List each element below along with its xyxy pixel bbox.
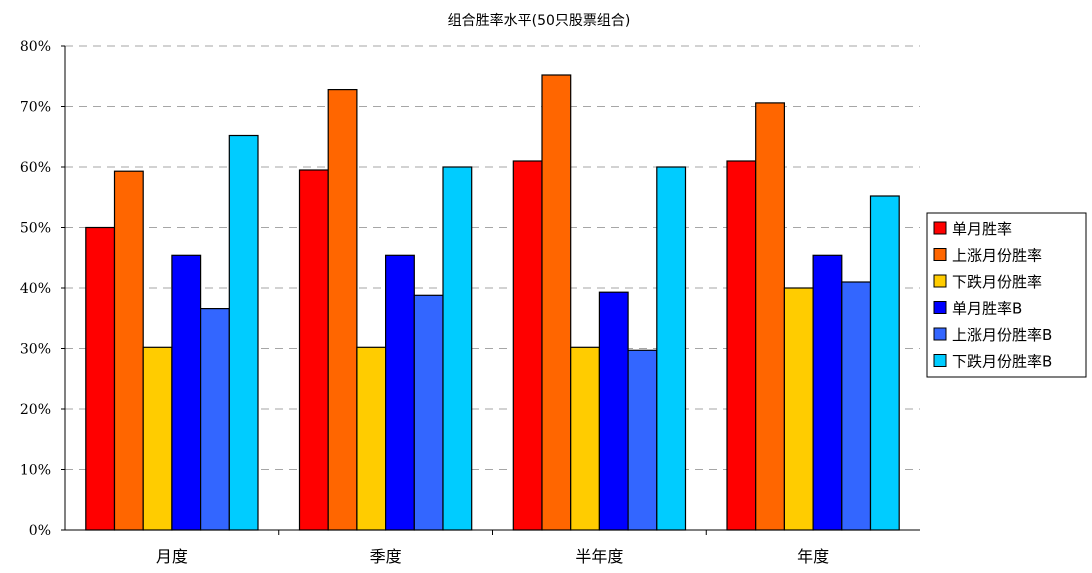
bar (85, 226, 116, 531)
y-tick-label: 0% (29, 523, 51, 539)
x-category-label: 半年度 (575, 547, 623, 566)
y-tick-label: 50% (20, 221, 51, 237)
y-tick-label: 70% (20, 100, 51, 116)
bar (570, 346, 601, 531)
bar (841, 281, 872, 531)
legend-label: 单月胜率B (952, 300, 1022, 318)
legend-box (926, 212, 1087, 378)
legend-swatch (933, 301, 947, 314)
legend-swatch (933, 354, 947, 367)
legend-label: 下跌月份胜率B (952, 353, 1052, 371)
bar (228, 134, 259, 531)
x-category-label: 季度 (370, 547, 402, 566)
bar (413, 294, 444, 531)
y-tick-label: 40% (20, 281, 51, 297)
legend-label: 上涨月份胜率 (952, 247, 1042, 265)
legend-swatch (933, 248, 947, 261)
x-category-label: 月度 (156, 547, 188, 566)
legend-swatch (933, 221, 947, 235)
bar (356, 346, 387, 531)
bar (598, 291, 629, 531)
bar (171, 254, 202, 531)
bar (812, 254, 843, 531)
bar (442, 166, 473, 531)
bar (755, 102, 786, 531)
x-axis-categories: 月度 季度 半年度 年度 (156, 530, 829, 566)
bar (298, 169, 329, 531)
legend-label: 下跌月份胜率 (952, 273, 1042, 291)
bar (726, 160, 757, 531)
bar (783, 287, 814, 531)
legend-label: 上涨月份胜率B (952, 326, 1052, 344)
bar (385, 254, 415, 531)
bar (627, 349, 658, 531)
bar (113, 170, 144, 531)
y-tick-label: 20% (20, 402, 51, 418)
legend-swatch (933, 274, 947, 288)
bar (327, 88, 358, 531)
chart-title: 组合胜率水平(50只股票组合) (448, 12, 631, 29)
y-tick-label: 60% (20, 160, 51, 176)
legend-swatch (933, 327, 947, 341)
bar (869, 195, 900, 531)
y-tick-label: 30% (20, 342, 51, 358)
bar (656, 166, 687, 531)
y-tick-label: 10% (20, 463, 51, 479)
x-category-label: 年度 (797, 547, 829, 566)
y-axis-ticks: 0% 10% 20% 30% 40% 50% 60% 70% 80% (20, 39, 65, 539)
bar (541, 74, 572, 531)
bars (85, 74, 900, 531)
legend-label: 单月胜率 (952, 220, 1012, 238)
bar (512, 160, 543, 531)
y-tick-label: 80% (20, 39, 51, 55)
bar (142, 346, 173, 531)
bar (200, 308, 230, 531)
